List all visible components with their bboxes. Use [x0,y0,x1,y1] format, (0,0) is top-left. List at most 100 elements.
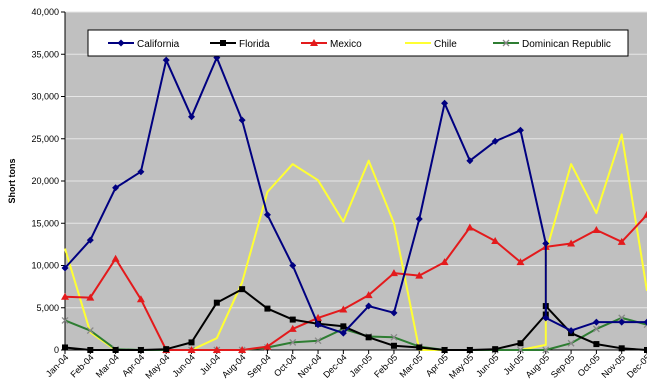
legend-box [87,29,629,57]
data-point-stroke [542,346,550,354]
data-point [365,302,373,310]
y-axis-label: Short tons [7,159,17,204]
data-point [389,269,398,277]
data-point [112,184,120,192]
data-point [365,334,372,341]
data-point [364,291,373,299]
data-point [617,237,626,245]
data-point [441,347,448,353]
y-axis-ticks: 0 5,000 10,000 15,000 20,000 25,000 30,000 35,0… [31,7,65,355]
data-point [592,226,601,234]
data-point [162,56,170,64]
data-point [441,99,449,107]
y-tick-label: 35,000 [31,49,59,59]
data-point-stroke [592,325,600,333]
data-point [137,347,144,353]
data-point [516,258,525,266]
data-point [289,338,297,346]
y-tick-label: 15,000 [31,218,59,228]
data-point [289,262,297,269]
data-point-stroke [502,39,510,47]
data-point [593,341,600,348]
y-tick-label: 5,000 [36,303,59,313]
data-point-stroke [61,316,69,324]
legend-item-dominican-republic: Dominican Republic [493,39,611,50]
data-point-stroke [517,346,524,354]
data-point [542,240,550,248]
data-point [567,239,576,247]
data-point [644,347,647,353]
legend-item-california: California [108,39,180,50]
data-point [163,346,170,353]
legend-label: Mexico [330,39,362,50]
data-point [264,305,271,312]
legend-label: Dominican Republic [522,39,611,50]
legend: California Florida Mexico Chile Dominican Re… [87,29,629,57]
data-point [86,327,94,335]
data-point [643,318,647,326]
data-point [339,305,348,313]
y-tick-label: 40,000 [31,7,59,17]
data-point-stroke [390,333,398,341]
data-point [111,254,120,262]
legend-label: Chile [434,39,457,50]
data-point [491,137,499,145]
legend-item-mexico: Mexico [301,39,362,50]
data-point [618,318,626,326]
y-tick-label: 10,000 [31,261,59,271]
data-point-stroke [618,314,626,322]
data-point [466,347,473,353]
data-point [492,346,499,353]
data-point [643,210,647,218]
data-point-stroke [86,327,94,335]
data-point [136,295,145,303]
data-point [61,292,69,300]
data-point [239,286,246,293]
data-point [87,347,94,353]
data-point [238,116,246,124]
data-point-stroke [314,337,322,345]
data-point [502,39,510,47]
data-point [592,318,600,326]
data-point [390,333,398,341]
data-point [188,339,195,346]
data-point [61,264,69,272]
data-point [390,342,397,349]
data-point [567,339,575,347]
data-point [263,211,271,219]
data-point [618,314,626,322]
data-point [86,293,95,301]
data-point [517,346,524,354]
series-mexico [61,210,647,353]
data-point [339,329,347,337]
data-point [212,346,221,353]
data-point [415,271,424,279]
data-point [516,126,524,134]
series-california [61,54,647,337]
data-point-stroke [289,338,297,346]
y-tick-label: 20,000 [31,176,59,186]
data-point [289,316,296,323]
data-point [86,236,94,244]
y-tick-label: 25,000 [31,134,59,144]
series-group [61,54,647,354]
legend-label: Florida [239,39,270,50]
data-point [112,347,119,353]
data-point [466,157,474,165]
series-line [64,214,647,351]
data-point [567,327,575,335]
data-point [618,345,625,352]
legend-item-chile: Chile [405,39,457,50]
data-point [542,314,550,322]
data-point [62,344,68,351]
data-point [314,321,322,329]
data-point [592,325,600,333]
data-point [220,40,226,46]
data-point [263,342,272,350]
y-tick-label: 30,000 [31,92,59,102]
data-point [310,39,318,46]
data-point [61,316,69,324]
data-point [188,113,196,121]
data-point [137,168,145,176]
